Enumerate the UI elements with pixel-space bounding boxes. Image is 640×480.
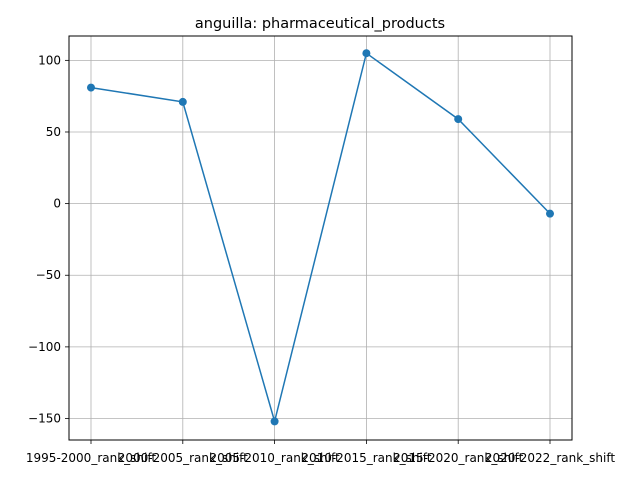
data-point-marker (454, 115, 463, 124)
data-point-marker (270, 417, 279, 426)
x-tick-label: 2020-2022_rank_shift (485, 451, 615, 465)
y-tick-label: −50 (36, 268, 61, 282)
grid-lines (69, 36, 572, 440)
y-tick-label: −100 (28, 340, 61, 354)
x-tick-label: 2010-2015_rank_shift (301, 451, 431, 465)
x-axis: 1995-2000_rank_shift2000-2005_rank_shift… (26, 440, 615, 465)
plot-area-frame (68, 35, 573, 441)
x-tick-label: 2005-2010_rank_shift (210, 451, 340, 465)
x-tick-label: 1995-2000_rank_shift (26, 451, 156, 465)
series-line (90, 51, 551, 425)
y-axis: 100 50 0 −50 −100 −150 (28, 53, 69, 426)
y-tick-label: 100 (38, 53, 61, 67)
y-tick-label: 50 (46, 125, 61, 139)
x-tick-label: 2015-2020_rank_shift (393, 451, 523, 465)
x-tick-label: 2000-2005_rank_shift (118, 451, 248, 465)
data-point-marker (362, 49, 371, 58)
data-point-marker (87, 83, 95, 92)
y-tick-label: 0 (53, 197, 61, 211)
data-series (87, 49, 554, 426)
data-point-marker (178, 97, 187, 106)
chart-title: anguilla: pharmaceutical_products (195, 16, 445, 32)
y-tick-label: −150 (28, 412, 61, 426)
data-point-marker (546, 209, 554, 218)
